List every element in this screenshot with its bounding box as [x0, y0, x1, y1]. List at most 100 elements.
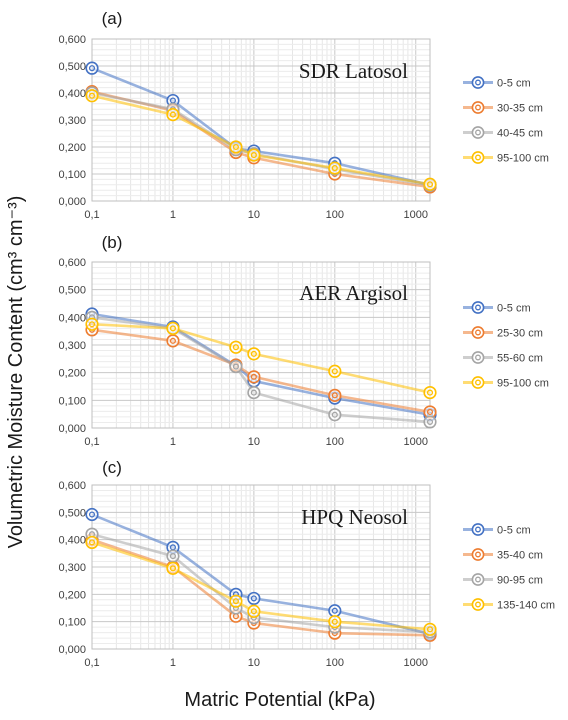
legend-marker [471, 301, 485, 314]
data-point-outer [423, 622, 437, 636]
legend-item: 90-95 cm [463, 573, 543, 587]
data-point-outer [85, 507, 99, 522]
data-point-inner [232, 363, 239, 370]
y-tick-label: 0,600 [58, 257, 86, 269]
y-tick-label: 0,600 [58, 34, 86, 46]
legend-item: 135-140 cm [463, 598, 555, 612]
series-line [91, 312, 431, 417]
x-tick-label: 1000 [404, 436, 428, 448]
data-point-outer [247, 370, 261, 384]
chart-panels: 0,000 0,100 0,200 0,300 0,400 0,500 0,600 0,1 1 1… [58, 9, 555, 669]
data-point-inner [169, 553, 176, 560]
y-tick-label: 0,100 [58, 395, 86, 407]
legend: 0-5 cm 25-30 cm 55-60 cm 95-100 cm [463, 301, 549, 390]
y-tick-label: 0,500 [58, 61, 86, 73]
data-point-outer [85, 61, 99, 75]
data-point-outer [328, 161, 342, 175]
x-tick-label: 10 [248, 209, 260, 221]
data-point-outer [423, 415, 437, 429]
panel-label: (a) [102, 9, 123, 28]
data-point-inner [250, 373, 257, 380]
x-tick-label: 0,1 [84, 657, 99, 669]
x-tick-label: 100 [326, 657, 344, 669]
y-tick-label: 0,200 [58, 142, 86, 154]
legend-marker [471, 548, 485, 561]
data-point-inner [331, 607, 338, 614]
data-point-outer [229, 359, 243, 374]
series-4 [85, 535, 437, 636]
legend-label: 55-60 cm [497, 353, 543, 365]
data-point-outer [328, 604, 342, 618]
legend-label: 135-140 cm [497, 600, 555, 612]
data-point-inner [88, 511, 96, 518]
legend-item: 0-5 cm [463, 523, 531, 537]
legend-item: 30-35 cm [463, 101, 543, 115]
legend-label: 95-100 cm [497, 378, 549, 390]
plot-border [91, 38, 431, 202]
data-point-inner [169, 111, 176, 118]
data-point-outer [166, 107, 180, 122]
data-point-outer [166, 561, 180, 575]
y-tick-label: 0,400 [58, 88, 86, 100]
data-point-outer [166, 549, 180, 563]
data-point-inner [426, 418, 434, 425]
legend-marker-inner [475, 354, 481, 361]
legend-item: 25-30 cm [463, 326, 543, 340]
data-point-inner [169, 325, 176, 332]
legend-marker [471, 376, 485, 389]
legend-marker [471, 326, 485, 339]
data-point-inner [331, 411, 338, 418]
data-point-outer [229, 594, 243, 608]
legend-marker [471, 126, 485, 139]
y-tick-label: 0,400 [58, 312, 86, 324]
legend-label: 0-5 cm [497, 303, 531, 315]
legend-label: 30-35 cm [497, 103, 543, 115]
data-point-inner [250, 608, 257, 615]
x-tick-label: 10 [248, 657, 260, 669]
data-point-inner [169, 565, 176, 572]
legend-marker [471, 76, 485, 89]
x-tick-label: 100 [326, 436, 344, 448]
data-point-inner [426, 408, 434, 416]
x-tick-label: 100 [326, 209, 344, 221]
data-point-inner [232, 143, 239, 151]
legend-item: 0-5 cm [463, 301, 531, 315]
plot-border [91, 484, 431, 650]
x-tick-label: 1 [170, 209, 176, 221]
y-tick-label: 0,300 [58, 340, 86, 352]
legend-marker-inner [475, 129, 481, 136]
series-line [91, 538, 431, 637]
y-tick-label: 0,600 [58, 480, 86, 492]
legend-item: 0-5 cm [463, 76, 531, 90]
panel-2: 0,000 0,100 0,200 0,300 0,400 0,500 0,600 0,1 1 1… [58, 233, 549, 448]
legend-label: 0-5 cm [497, 525, 531, 537]
y-axis-label: Volumetric Moisture Content (cm³ cm⁻³) [5, 196, 27, 549]
series-line [91, 541, 431, 631]
y-tick-label: 0,200 [58, 589, 86, 601]
legend-item: 95-100 cm [463, 151, 549, 165]
legend-label: 25-30 cm [497, 328, 543, 340]
legend-marker [471, 523, 485, 536]
panel-title: AER Argisol [299, 281, 408, 305]
data-point-inner [250, 595, 257, 602]
panel-label: (c) [102, 458, 122, 477]
data-point-inner [250, 350, 257, 357]
legend-label: 40-45 cm [497, 128, 543, 140]
panel-1: 0,000 0,100 0,200 0,300 0,400 0,500 0,600 0,1 1 1… [58, 9, 549, 221]
legend-label: 0-5 cm [497, 78, 531, 90]
gridlines [91, 484, 430, 650]
data-point-outer [85, 535, 99, 550]
data-point-outer [229, 340, 243, 354]
legend-marker-inner [475, 576, 481, 583]
legend-marker-inner [475, 601, 481, 608]
legend-marker [471, 573, 485, 586]
x-tick-label: 1000 [404, 657, 428, 669]
series-line [91, 94, 431, 186]
panel-label: (b) [102, 233, 123, 252]
data-point-outer [166, 321, 180, 336]
legend-marker-inner [475, 379, 481, 386]
y-tick-label: 0,200 [58, 368, 86, 380]
data-point-outer [328, 408, 342, 422]
series-line [91, 328, 431, 414]
